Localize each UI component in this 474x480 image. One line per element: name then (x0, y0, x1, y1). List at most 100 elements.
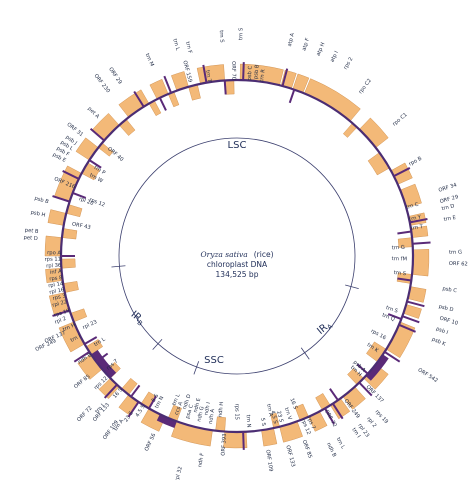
gene-label-66: rpl 32 (174, 466, 184, 480)
trna-tick-16 (332, 403, 344, 420)
gene-label-95: inf A (50, 269, 63, 276)
gene-label-86: trn I (70, 333, 83, 343)
trna-tick-0 (242, 62, 245, 81)
gene-label-42: rps 7 (305, 416, 316, 430)
gene-label-61: ndh E (193, 398, 203, 414)
genome-title-species-line: Oryza sativa (rice) (201, 244, 274, 261)
gene-block-3 (304, 78, 361, 122)
gene-label-115: pet A (86, 106, 100, 120)
gene-label-7: rpo C1 (392, 112, 409, 128)
gene-label-116: ORF 230 (92, 73, 110, 94)
gene-label-71: 23 S (123, 410, 134, 423)
gene-label-80: ORF 85 (73, 374, 91, 391)
gene-label-55: rps 15 (234, 404, 240, 420)
trna-tick-18 (242, 431, 245, 450)
gene-label-12: trn D (441, 203, 455, 212)
gene-label-17: trn G (449, 250, 462, 256)
gene-label-122: trn T (204, 70, 212, 84)
gene-label-120: trn L (171, 38, 180, 51)
gene-label-82: trn L (93, 337, 106, 348)
gene-label-59: ndh I (204, 401, 212, 415)
gene-label-112: trn P (93, 165, 106, 177)
gene-label-93: rpl 14 (48, 281, 65, 289)
gene-label-106: rps 12 (88, 197, 105, 208)
species-name: Oryza sativa (201, 250, 248, 259)
gene-label-35: rpl 2 (365, 416, 377, 429)
gene-label-62: psa C (185, 404, 195, 420)
gene-label-119: ORF 159 (181, 60, 193, 83)
gene-label-8: rpo B (408, 156, 423, 168)
gene-label-48: 23 S (275, 410, 284, 423)
trna-tick-7 (397, 277, 412, 282)
trna-tick-34 (158, 97, 167, 111)
gene-label-87: rpl 23 (82, 319, 98, 331)
trna-tick-2 (288, 89, 296, 104)
trna-tick-12 (384, 351, 401, 363)
trna-tick-3 (393, 167, 411, 177)
region-boundary-1 (300, 347, 310, 360)
gene-label-126: psb B (253, 64, 261, 79)
gene-label-68: trn N (154, 395, 165, 409)
genome-type: chloroplast DNA (207, 260, 268, 269)
gene-label-2: atp F (301, 37, 311, 51)
trna-tick-10 (387, 313, 402, 321)
trna-tick-6 (412, 241, 431, 245)
gene-label-63: ndh D (182, 394, 193, 411)
trna-tick-4 (409, 218, 428, 224)
gene-label-75: ORF 72 (76, 405, 93, 423)
gene-label-49: 4.5 S (269, 410, 278, 424)
gene-label-6: rpo C2 (358, 78, 373, 95)
trna-tick-11 (398, 323, 416, 333)
gene-label-100: pet B (24, 227, 39, 235)
trna-tick-25 (84, 336, 98, 345)
region-label-irb: IRB (128, 309, 147, 327)
gene-label-84: trn H (62, 322, 76, 333)
gene-label-19: ORF 62 (449, 261, 468, 268)
species-common-name: (rice) (254, 250, 274, 259)
trna-tick-22 (103, 384, 118, 399)
gene-label-99: pet D (23, 235, 38, 242)
heavy-arc-2 (91, 349, 117, 379)
gene-label-69: 5 S (151, 393, 160, 403)
region-label-lsc: LSC (228, 140, 247, 151)
trna-tick-8 (406, 300, 425, 308)
gene-label-91: rps 3 (52, 293, 66, 302)
gene-label-103: ORF 43 (71, 221, 91, 231)
heavy-arc-1 (156, 414, 177, 428)
gene-label-65: trn L (171, 393, 181, 406)
trna-tick-15 (329, 388, 339, 401)
gene-label-20: trn S (393, 270, 406, 277)
heavy-arc-0 (365, 354, 389, 381)
trna-tick-19 (148, 395, 157, 409)
gene-label-37: trn I (350, 427, 361, 439)
trna-tick-33 (133, 90, 145, 108)
gene-label-45: ORF 85 (301, 439, 313, 459)
gene-label-51: 5 S (259, 417, 266, 426)
gene-label-127: trn R (259, 68, 267, 82)
gene-label-15: trn T (410, 224, 424, 232)
trna-tick-13 (356, 363, 369, 375)
gene-label-74: trn I (94, 403, 106, 415)
trna-tick-36 (202, 64, 208, 83)
gene-label-14: trn E (443, 215, 456, 223)
gene-label-56: ORF 393 (221, 433, 229, 456)
region-boundary-2 (193, 361, 200, 375)
gene-label-125: psb C (247, 65, 254, 80)
gene-label-89: rps 19 (53, 308, 70, 319)
gene-label-118: trn M (144, 53, 155, 68)
gene-label-102: psb B (34, 196, 50, 206)
gene-label-1: atp A (287, 32, 296, 47)
gene-label-43: rps 12 (300, 418, 312, 435)
gene-label-44: 16 S (288, 397, 298, 410)
trna-tick-20 (127, 401, 140, 418)
gene-label-3: atp H (316, 42, 327, 57)
region-label-ssc: SSC (204, 355, 224, 366)
gene-label-9: ORF 34 (438, 182, 459, 194)
gene-label-123: trn S (218, 30, 225, 43)
gene-label-117: ORF 29 (107, 66, 123, 85)
trna-tick-14 (358, 381, 373, 397)
gene-label-101: psb H (30, 210, 46, 219)
gene-label-0: trn S (238, 28, 244, 40)
